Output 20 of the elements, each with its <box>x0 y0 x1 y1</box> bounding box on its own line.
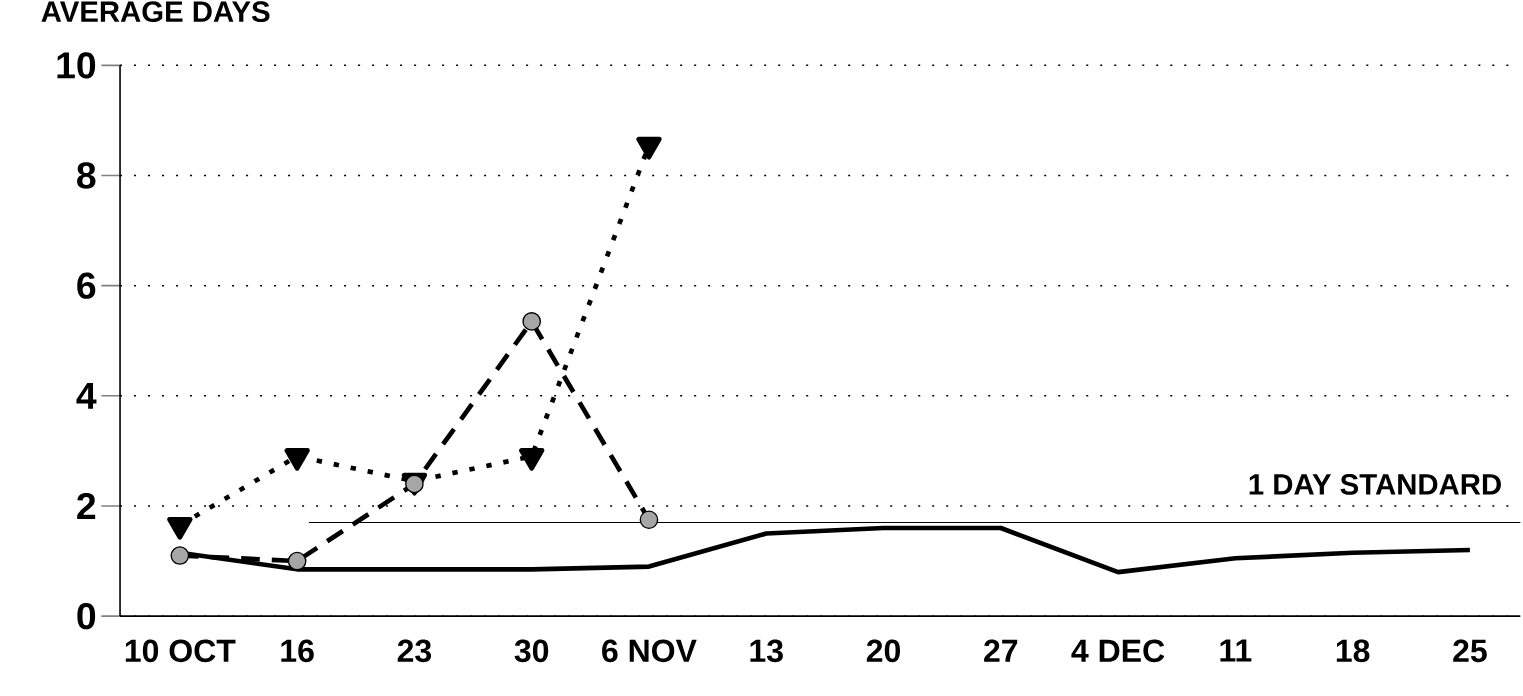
x-tick-label: 13 <box>750 639 783 663</box>
x-tick-label: 27 <box>984 639 1018 662</box>
y-tick-label: 10 <box>57 52 96 79</box>
y-tick-label: 0 <box>77 602 96 630</box>
y-tick-label: 4 <box>76 382 97 409</box>
y-axis-title: AVERAGE DAYS <box>41 1 270 23</box>
ref-line-label: 1 DAY STANDARD <box>1249 473 1501 495</box>
x-tick-label: 11 <box>1220 639 1252 662</box>
y-tick-label: 8 <box>77 162 96 189</box>
x-tick-label: 16 <box>281 639 314 663</box>
x-tick-label: 4 DEC <box>1071 639 1165 663</box>
x-tick-label: 6 NOV <box>602 639 697 663</box>
x-tick-label: 18 <box>1336 639 1370 663</box>
x-tick-label: 30 <box>514 639 549 663</box>
x-tick-label: 25 <box>1453 639 1487 663</box>
y-tick-label: 2 <box>77 492 96 519</box>
y-tick-label: 6 <box>77 272 96 299</box>
x-tick-label: 20 <box>866 639 900 663</box>
x-tick-label: 10 OCT <box>125 639 236 663</box>
x-tick-label: 23 <box>397 639 432 663</box>
